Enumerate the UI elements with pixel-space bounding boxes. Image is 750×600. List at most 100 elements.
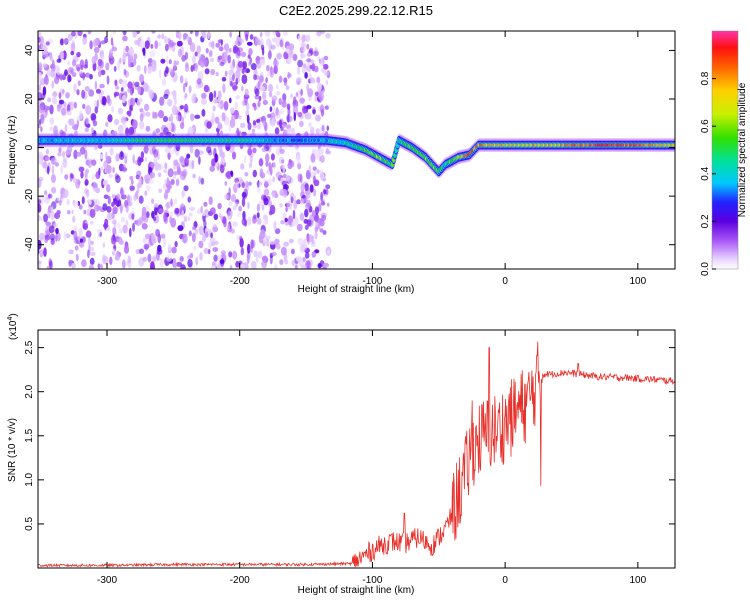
noise-cell (49, 104, 54, 115)
noise-cell (313, 148, 320, 159)
noise-cell (230, 194, 237, 203)
noise-cell (304, 72, 308, 79)
noise-cell (257, 122, 262, 130)
noise-cell (292, 99, 299, 109)
noise-cell (64, 124, 68, 133)
noise-cell (143, 243, 150, 250)
noise-cell (143, 145, 149, 154)
noise-cell (232, 81, 238, 92)
noise-cell (264, 31, 271, 37)
noise-cell (111, 105, 114, 113)
noise-cell (40, 195, 45, 205)
noise-cell (79, 59, 85, 68)
noise-cell (150, 261, 155, 269)
noise-cell (315, 114, 321, 122)
noise-cell (204, 127, 208, 134)
noise-cell (212, 247, 219, 252)
noise-cell (122, 224, 128, 234)
noise-cell (177, 225, 184, 232)
noise-cell (123, 245, 130, 254)
noise-cell (56, 210, 61, 215)
noise-cell (175, 178, 180, 187)
noise-cell (325, 189, 329, 195)
noise-cell (134, 81, 140, 88)
noise-cell (319, 57, 323, 67)
noise-cell (309, 77, 316, 84)
noise-cell (262, 120, 266, 127)
noise-cell (60, 194, 63, 204)
noise-cell (38, 84, 42, 92)
noise-cell (163, 212, 168, 223)
noise-cell (68, 249, 74, 255)
noise-cell (205, 48, 209, 54)
noise-cell (45, 148, 50, 155)
noise-cell (193, 245, 197, 251)
noise-cell (197, 53, 202, 59)
noise-cell (275, 171, 282, 179)
noise-cell (137, 98, 141, 107)
noise-cell (279, 148, 285, 155)
noise-cell (139, 248, 145, 255)
noise-cell (122, 164, 126, 173)
noise-cell (228, 187, 231, 196)
noise-cell (253, 74, 257, 81)
noise-cell (107, 212, 113, 221)
y-tick-label: 0 (24, 144, 35, 150)
noise-cell (38, 105, 44, 114)
y-tick-label: 2.5 (24, 340, 35, 354)
noise-cell (281, 123, 287, 128)
noise-cell (150, 64, 157, 72)
noise-cell (62, 150, 66, 158)
noise-cell (129, 97, 136, 107)
noise-cell (278, 108, 285, 115)
noise-cell (225, 171, 231, 178)
noise-cell (94, 80, 98, 90)
noise-cell (113, 218, 117, 228)
noise-cell (250, 260, 257, 269)
noise-cell (303, 63, 307, 69)
snr-scale-close: ) (8, 313, 19, 316)
noise-cell (208, 92, 214, 102)
noise-cell (184, 65, 190, 72)
noise-cell (288, 43, 295, 51)
noise-cell (195, 256, 199, 266)
noise-cell (259, 201, 263, 206)
noise-cell (213, 98, 219, 104)
noise-cell (283, 77, 288, 83)
noise-cell (282, 212, 287, 220)
noise-cell (162, 116, 169, 123)
noise-cell (247, 243, 251, 254)
noise-cell (145, 111, 151, 117)
noise-cell (300, 197, 305, 205)
noise-cell (103, 194, 109, 200)
noise-cell (51, 80, 54, 89)
noise-cell (50, 210, 55, 221)
noise-cell (201, 233, 207, 243)
noise-cell (184, 51, 189, 60)
noise-cell (202, 211, 206, 217)
noise-cell (214, 261, 218, 268)
y-tick-label: 1.0 (24, 472, 35, 486)
noise-cell (325, 184, 331, 190)
noise-cell (55, 227, 59, 235)
x-tick-label: -300 (97, 276, 117, 287)
noise-cell (73, 225, 78, 232)
noise-cell (53, 223, 58, 228)
noise-cell (235, 261, 240, 268)
noise-cell (254, 88, 260, 97)
noise-cell (280, 126, 284, 131)
noise-cell (297, 59, 304, 68)
noise-cell (296, 256, 302, 262)
noise-cell (159, 257, 164, 267)
noise-cell (316, 82, 322, 92)
noise-cell (127, 54, 134, 63)
noise-cell (124, 155, 128, 164)
svg-text:(x104): (x104) (7, 313, 19, 340)
colorbar-tick-label: 0.6 (700, 119, 711, 133)
noise-cell (306, 52, 312, 57)
noise-cell (136, 182, 143, 188)
noise-cell (280, 246, 287, 256)
noise-cell (78, 227, 83, 236)
noise-cell (172, 262, 178, 269)
noise-cell (234, 40, 239, 45)
